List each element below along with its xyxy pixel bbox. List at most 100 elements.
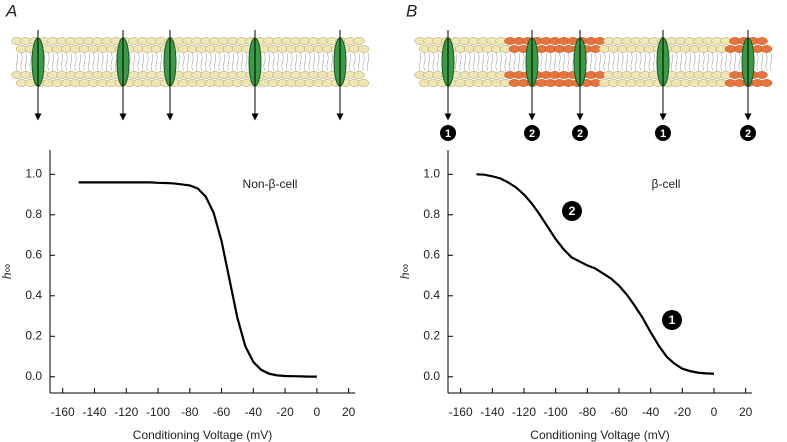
y-tick-label: 0.6 [25, 247, 42, 261]
lipid-tail [500, 52, 502, 72]
lipid-tail [56, 52, 59, 72]
lipid-tail [738, 52, 741, 72]
lipid-tail [594, 52, 597, 72]
lipid-tail [464, 52, 466, 72]
lipid-head [353, 71, 365, 79]
lipid-tail [200, 52, 203, 72]
lipid-tail [358, 52, 360, 72]
curve-marker-label: 1 [669, 313, 676, 327]
curve-marker [562, 201, 582, 221]
x-tick-label: -160 [51, 405, 75, 419]
lipid-tail [473, 52, 475, 72]
channel-marker-label: 2 [745, 128, 751, 140]
lipid-tail [504, 52, 507, 72]
lipid-tail [608, 52, 610, 72]
lipid-tail [567, 52, 570, 72]
annotation: Non-β-cell [243, 177, 298, 191]
annotation: β-cell [652, 177, 681, 191]
lipid-tail [563, 52, 565, 72]
channel-marker-label: 2 [577, 128, 583, 140]
channel-marker [740, 125, 756, 141]
curve [78, 181, 317, 378]
y-axis-label: h∞ [0, 263, 14, 279]
lipid-tail [734, 52, 736, 72]
lipid-tail [110, 52, 113, 72]
lipid-tail [428, 52, 430, 72]
lipid-tail [304, 52, 306, 72]
lipid-head [760, 79, 773, 87]
lipid-tail [720, 52, 723, 72]
lipid-tail [61, 52, 63, 72]
lipid-tail [707, 52, 709, 72]
lipid-tail [137, 52, 140, 72]
x-tick-label: -100 [146, 405, 170, 419]
curve [476, 173, 715, 375]
x-tick-label: -20 [674, 405, 692, 419]
lipid-tail [47, 52, 50, 72]
lipid-tail [232, 52, 234, 72]
lipid-tail [684, 52, 687, 72]
lipid-tail [281, 52, 284, 72]
lipid-tail [765, 52, 768, 72]
y-tick-label: 0.2 [25, 328, 42, 342]
panel-label: B [406, 1, 417, 20]
lipid-tail [455, 52, 457, 72]
lipid-tail [770, 52, 772, 72]
lipid-tail [70, 52, 72, 72]
lipid-tail [353, 52, 356, 72]
lipid-tail [437, 52, 439, 72]
lipid-tail [711, 52, 714, 72]
lipid-tail [74, 52, 77, 72]
lipid-tail [644, 52, 646, 72]
lipid-tail [25, 52, 27, 72]
lipid-tail [362, 52, 365, 72]
y-tick-label: 1.0 [423, 166, 440, 180]
lipid-tail [756, 52, 759, 72]
x-axis-label: Conditioning Voltage (mV) [530, 428, 669, 442]
channel-marker-label: 2 [529, 128, 535, 140]
lipid-tail [92, 52, 95, 72]
y-tick-label: 0.2 [423, 328, 440, 342]
curve-marker-label: 2 [569, 204, 576, 218]
x-tick-label: -120 [512, 405, 536, 419]
lipid-tail [725, 52, 727, 72]
membrane [11, 30, 370, 121]
y-tick-label: 0.6 [423, 247, 440, 261]
lipid-tail [218, 52, 221, 72]
x-tick-label: -40 [642, 405, 660, 419]
lipid-tail [693, 52, 696, 72]
lipid-tail [83, 52, 86, 72]
lipid-tail [495, 52, 498, 72]
lipid-tail [326, 52, 329, 72]
lipid-tail [599, 52, 601, 72]
x-tick-label: 20 [342, 405, 356, 419]
lipid-tail [675, 52, 678, 72]
lipid-tail [151, 52, 153, 72]
lipid-tail [29, 52, 32, 72]
lipid-tail [101, 52, 104, 72]
lipid-tail [626, 52, 628, 72]
lipid-tail [187, 52, 189, 72]
x-tick-label: -60 [610, 405, 628, 419]
lipid-tail [133, 52, 135, 72]
lipid-tail [241, 52, 243, 72]
lipid-tail [549, 52, 552, 72]
x-tick-label: -140 [480, 405, 504, 419]
lipid-tail [459, 52, 462, 72]
lipid-tail [223, 52, 225, 72]
lipid-tail [558, 52, 561, 72]
curve-marker [662, 310, 682, 330]
lipid-tail [761, 52, 763, 72]
lipid-tail [617, 52, 619, 72]
lipid-tail [20, 52, 23, 72]
lipid-tail [245, 52, 248, 72]
lipid-tail [540, 52, 543, 72]
lipid-tail [155, 52, 158, 72]
x-tick-label: -100 [544, 405, 568, 419]
lipid-tail [142, 52, 144, 72]
y-axis-label: h∞ [398, 263, 412, 279]
lipid-tail [182, 52, 185, 72]
lipid-tail [286, 52, 288, 72]
lipid-tail [277, 52, 279, 72]
lipid-tail [648, 52, 651, 72]
